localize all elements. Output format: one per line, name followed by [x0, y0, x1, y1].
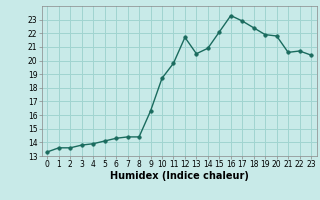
- X-axis label: Humidex (Indice chaleur): Humidex (Indice chaleur): [110, 171, 249, 181]
